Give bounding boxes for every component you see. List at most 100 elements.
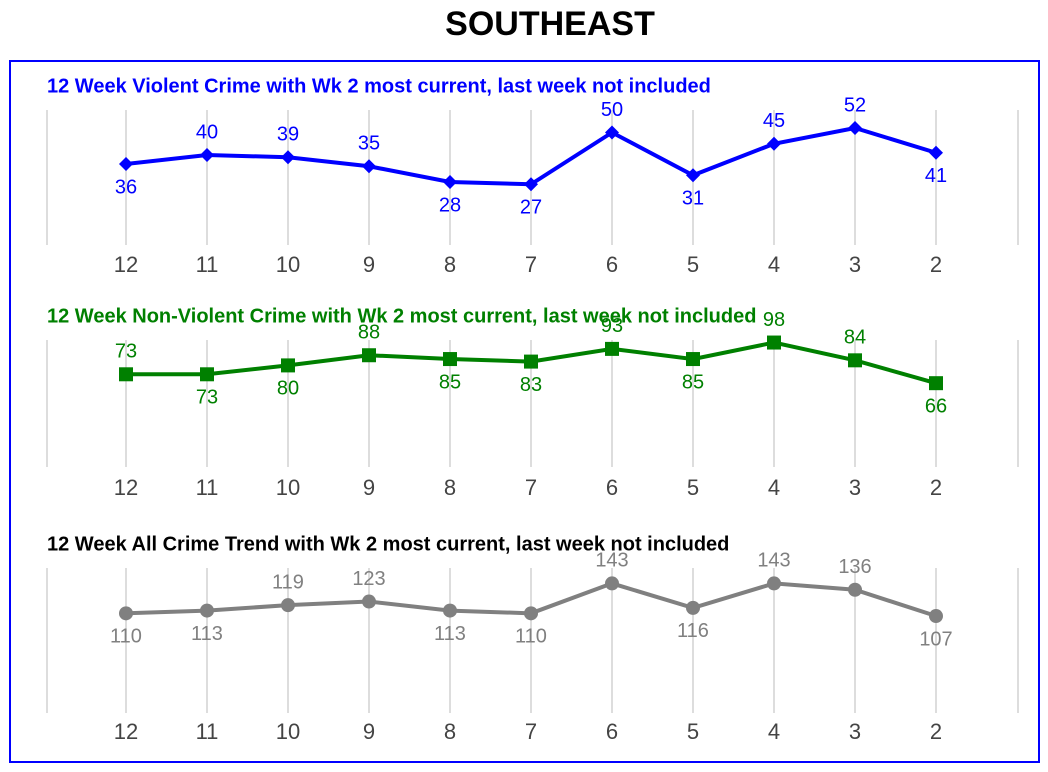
x-tick-label: 3 bbox=[849, 252, 861, 277]
x-tick-label: 12 bbox=[114, 719, 138, 744]
point bbox=[605, 341, 619, 356]
data-label: 98 bbox=[763, 309, 785, 331]
point bbox=[443, 175, 457, 189]
point bbox=[443, 352, 457, 367]
x-tick-label: 11 bbox=[196, 252, 219, 277]
x-tick-label: 10 bbox=[276, 475, 300, 500]
data-label: 116 bbox=[677, 620, 709, 642]
x-tick-label: 6 bbox=[606, 475, 618, 500]
point bbox=[119, 606, 133, 621]
x-tick-label: 8 bbox=[444, 475, 456, 500]
point bbox=[848, 582, 862, 597]
x-tick-label: 9 bbox=[363, 252, 375, 277]
point bbox=[200, 148, 214, 162]
data-label: 35 bbox=[358, 133, 380, 155]
point bbox=[686, 168, 700, 183]
point bbox=[524, 606, 538, 621]
x-tick-label: 2 bbox=[930, 719, 942, 744]
point bbox=[686, 352, 700, 367]
data-label: 113 bbox=[191, 623, 223, 645]
point bbox=[929, 376, 943, 391]
point bbox=[848, 121, 862, 135]
data-label: 107 bbox=[919, 628, 952, 650]
data-label: 83 bbox=[520, 374, 542, 396]
point bbox=[443, 603, 457, 618]
data-label: 85 bbox=[682, 371, 704, 393]
data-label: 40 bbox=[196, 121, 218, 143]
data-label: 39 bbox=[277, 124, 299, 146]
point bbox=[362, 159, 376, 174]
x-tick-label: 6 bbox=[606, 252, 618, 277]
data-label: 84 bbox=[844, 327, 866, 349]
data-label: 50 bbox=[601, 99, 623, 121]
point bbox=[524, 177, 538, 192]
page-title: SOUTHEAST bbox=[445, 5, 655, 43]
panel-border bbox=[9, 60, 1040, 763]
point bbox=[362, 348, 376, 363]
x-tick-label: 11 bbox=[196, 475, 219, 500]
x-tick-label: 5 bbox=[687, 252, 699, 277]
data-label: 88 bbox=[358, 322, 380, 344]
x-tick-label: 7 bbox=[525, 719, 537, 744]
data-label: 119 bbox=[272, 571, 304, 593]
point bbox=[362, 594, 376, 609]
data-label: 110 bbox=[515, 626, 547, 648]
point bbox=[200, 367, 214, 382]
point bbox=[848, 353, 862, 368]
point bbox=[767, 335, 781, 350]
x-tick-label: 5 bbox=[687, 719, 699, 744]
x-tick-label: 8 bbox=[444, 252, 456, 277]
data-label: 110 bbox=[110, 626, 142, 648]
point bbox=[929, 145, 943, 160]
x-tick-label: 10 bbox=[276, 252, 300, 277]
data-label: 85 bbox=[439, 371, 461, 393]
point bbox=[281, 598, 295, 613]
point bbox=[200, 603, 214, 618]
data-label: 80 bbox=[277, 378, 299, 400]
x-tick-label: 2 bbox=[930, 252, 942, 277]
point bbox=[686, 600, 700, 615]
data-label: 143 bbox=[757, 550, 790, 572]
x-tick-label: 4 bbox=[768, 252, 780, 277]
point bbox=[767, 136, 781, 151]
data-label: 66 bbox=[925, 395, 947, 417]
x-tick-label: 7 bbox=[525, 252, 537, 277]
data-label: 28 bbox=[439, 194, 461, 216]
x-tick-label: 7 bbox=[525, 475, 537, 500]
point bbox=[605, 576, 619, 591]
x-tick-label: 4 bbox=[768, 719, 780, 744]
point bbox=[767, 576, 781, 591]
x-tick-label: 6 bbox=[606, 719, 618, 744]
x-tick-label: 4 bbox=[768, 475, 780, 500]
x-tick-label: 8 bbox=[444, 719, 456, 744]
x-tick-label: 12 bbox=[114, 475, 138, 500]
x-tick-label: 12 bbox=[114, 252, 138, 277]
x-tick-label: 3 bbox=[849, 475, 861, 500]
point bbox=[524, 354, 538, 369]
point bbox=[119, 367, 133, 382]
data-label: 73 bbox=[196, 387, 218, 409]
point bbox=[281, 358, 295, 373]
data-label: 73 bbox=[115, 341, 137, 363]
point bbox=[929, 609, 943, 624]
chart-title: 12 Week Violent Crime with Wk 2 most cur… bbox=[47, 75, 711, 97]
data-label: 123 bbox=[352, 568, 385, 590]
x-tick-label: 5 bbox=[687, 475, 699, 500]
data-label: 52 bbox=[844, 94, 866, 116]
x-tick-label: 3 bbox=[849, 719, 861, 744]
x-tick-label: 2 bbox=[930, 475, 942, 500]
chart-title: 12 Week Non-Violent Crime with Wk 2 most… bbox=[47, 305, 756, 327]
point bbox=[119, 157, 133, 171]
data-label: 31 bbox=[682, 188, 704, 210]
point bbox=[605, 125, 619, 140]
data-label: 113 bbox=[434, 623, 466, 645]
data-label: 36 bbox=[115, 176, 137, 198]
data-label: 41 bbox=[925, 165, 947, 187]
data-label: 45 bbox=[763, 110, 785, 132]
data-label: 143 bbox=[595, 550, 628, 572]
chart-title: 12 Week All Crime Trend with Wk 2 most c… bbox=[47, 533, 729, 555]
point bbox=[281, 150, 295, 165]
x-tick-label: 9 bbox=[363, 475, 375, 500]
x-tick-label: 10 bbox=[276, 719, 300, 744]
